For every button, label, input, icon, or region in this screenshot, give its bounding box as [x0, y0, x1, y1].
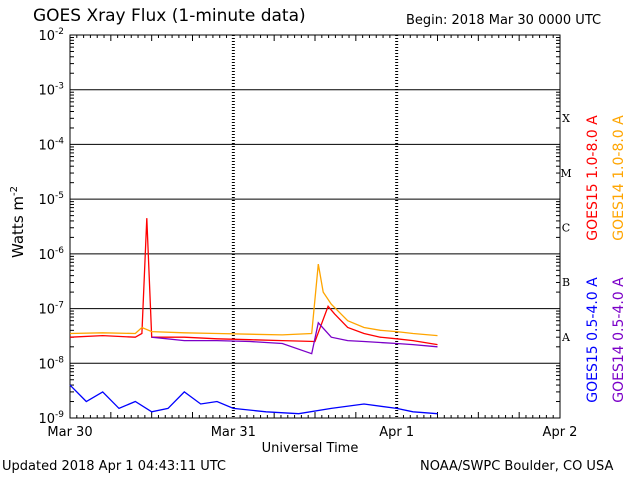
series-line-2: [69, 384, 438, 415]
legend-entry-1: GOES14 1.0-8.0 A: [611, 115, 627, 241]
x-tick-label: Apr 1: [379, 425, 414, 440]
y-tick-exponent: -3: [55, 82, 64, 92]
y-tick-exponent: -9: [55, 410, 64, 420]
plot-frame: [69, 34, 561, 419]
y-tick-exponent: -7: [55, 301, 64, 311]
flare-class-label: C: [562, 222, 570, 235]
flare-class-label: M: [560, 167, 571, 180]
y-tick-exponent: -4: [55, 136, 64, 146]
x-tick-label: Mar 30: [47, 425, 92, 440]
y-tick-label: 10-2: [38, 27, 64, 44]
credit-text: NOAA/SWPC Boulder, CO USA: [420, 459, 614, 474]
x-axis-label: Universal Time: [261, 441, 359, 456]
updated-timestamp: Updated 2018 Apr 1 04:43:11 UTC: [2, 459, 226, 474]
x-tick-label: Apr 2: [543, 425, 578, 440]
series-line-3: [151, 321, 438, 355]
y-tick-label: 10-8: [38, 355, 64, 372]
y-tick-exponent: -6: [55, 246, 64, 256]
y-tick-label: 10-6: [38, 246, 64, 263]
y-tick-label: 10-7: [38, 301, 64, 318]
y-tick-label: 10-4: [38, 136, 64, 153]
y-tick-label: 10-3: [38, 82, 64, 99]
y-tick-exponent: -2: [55, 27, 64, 37]
x-tick-label: Mar 31: [211, 425, 256, 440]
y-tick-label: 10-5: [38, 191, 64, 208]
legend-entry-3: GOES14 0.5-4.0 A: [611, 277, 627, 403]
legend-entry-0: GOES15 1.0-8.0 A: [585, 115, 601, 241]
legend-entry-2: GOES15 0.5-4.0 A: [585, 277, 601, 403]
y-tick-exponent: -8: [55, 355, 64, 365]
y-tick-exponent: -5: [55, 191, 64, 201]
begin-time: Begin: 2018 Mar 30 0000 UTC: [406, 13, 602, 28]
chart-title: GOES Xray Flux (1-minute data): [33, 6, 306, 26]
flare-class-label: X: [562, 112, 570, 125]
flare-class-label: A: [561, 331, 571, 344]
series-line-0: [69, 218, 438, 346]
flare-class-label: B: [562, 276, 570, 289]
series-line-1: [69, 263, 438, 337]
